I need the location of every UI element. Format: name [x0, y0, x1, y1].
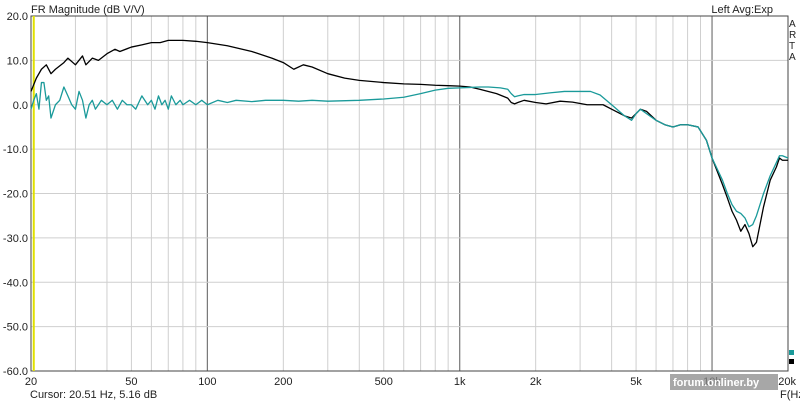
legend-swatch — [789, 350, 794, 355]
x-tick-label: 5k — [630, 376, 642, 388]
series-lines — [30, 39, 789, 248]
y-tick-label: 0.0 — [13, 100, 28, 112]
y-tick-label: -40.0 — [3, 277, 28, 289]
x-tick-label: 200 — [274, 376, 292, 388]
chart-title: FR Magnitude (dB V/V) — [31, 4, 145, 16]
x-tick-label: 1k — [454, 376, 466, 388]
y-tick-label: -10.0 — [3, 144, 28, 156]
legend — [789, 350, 794, 364]
x-tick-label: 20k — [778, 376, 796, 388]
x-tick-label: 100 — [198, 376, 216, 388]
y-tick-label: -60.0 — [3, 366, 28, 378]
y-tick-label: 10.0 — [7, 55, 28, 67]
series-line-black — [30, 39, 788, 248]
channel-average-label: Left Avg:Exp — [711, 4, 773, 16]
y-tick-labels: 20.0 10.0 0.0 -10.0 -20.0 -30.0 -40.0 -50.0 -60.… — [3, 11, 28, 378]
x-tick-label: 20 — [25, 376, 37, 388]
plot-frame — [30, 15, 789, 372]
watermark-backdrop — [670, 374, 778, 390]
x-axis-label: F(Hz) — [780, 389, 800, 401]
y-tick-label: -20.0 — [3, 189, 28, 201]
x-tick-label: 50 — [125, 376, 137, 388]
y-tick-label: -30.0 — [3, 233, 28, 245]
x-tick-label: 2k — [530, 376, 542, 388]
legend-swatch — [789, 359, 794, 364]
cursor-readout: Cursor: 20.51 Hz, 5.16 dB — [30, 389, 157, 401]
series-line-teal — [30, 81, 789, 228]
watermark: forum.onliner.by — [673, 377, 760, 389]
y-tick-label: -50.0 — [3, 322, 28, 334]
x-tick-label: 500 — [375, 376, 393, 388]
y-tick-label: 20.0 — [7, 11, 28, 23]
